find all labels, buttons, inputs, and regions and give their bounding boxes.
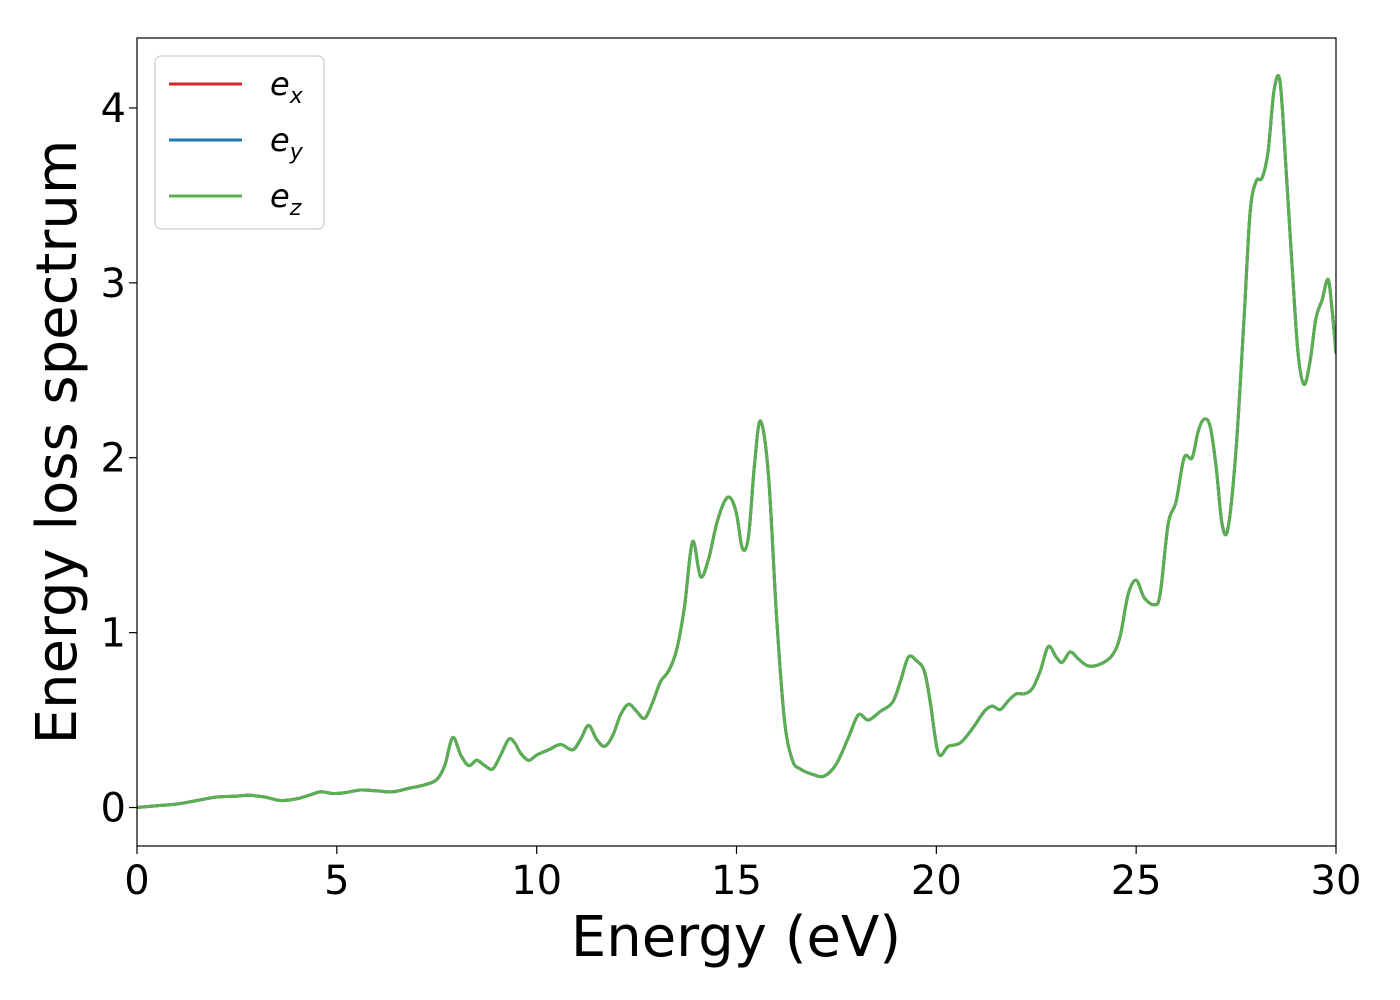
y-tick-label: 2 (101, 436, 126, 482)
x-axis: 0 5 10 15 20 25 30 (124, 846, 1361, 904)
x-tick-label: 25 (1111, 858, 1162, 904)
x-axis-title: Energy (eV) (571, 905, 901, 970)
x-tick-label: 5 (324, 858, 349, 904)
y-tick-label: 0 (101, 786, 126, 832)
y-tick-label: 4 (101, 86, 126, 132)
legend-label: ex (270, 65, 304, 109)
legend-item-ex: ex (169, 65, 304, 109)
legend-box (154, 55, 325, 230)
y-axis-title: Energy loss spectrum (25, 140, 90, 745)
y-tick-label: 3 (101, 261, 126, 307)
legend-label: ey (270, 121, 304, 165)
legend: ex ey ez (154, 55, 325, 230)
series-layer (137, 74, 1336, 810)
legend-label: ez (270, 177, 302, 221)
y-tick-label: 1 (101, 611, 126, 657)
x-tick-label: 30 (1311, 858, 1362, 904)
series-ez-line (137, 74, 1336, 810)
legend-item-ez: ez (169, 177, 302, 221)
x-tick-label: 20 (911, 858, 962, 904)
legend-item-ey: ey (169, 121, 304, 165)
x-tick-label: 0 (124, 858, 149, 904)
x-tick-label: 10 (511, 858, 562, 904)
y-axis: 0 1 2 3 4 (101, 86, 137, 832)
x-tick-label: 15 (711, 858, 762, 904)
